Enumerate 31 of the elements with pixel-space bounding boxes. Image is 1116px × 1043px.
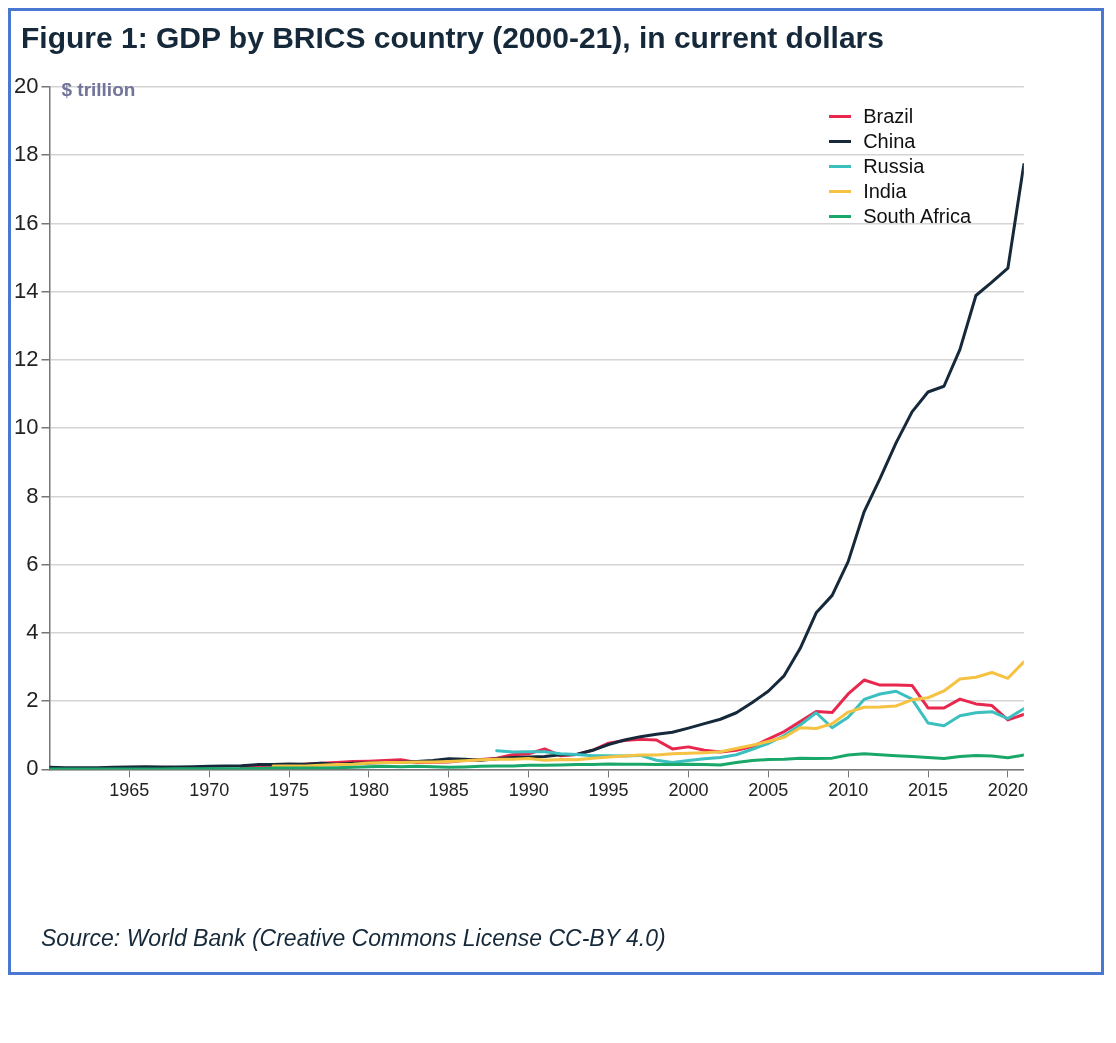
x-tick-label: 1995 <box>588 780 629 801</box>
x-tick-label: 1985 <box>428 780 469 801</box>
y-tick-label: 18 <box>13 141 39 167</box>
x-tick-label: 2020 <box>987 780 1028 801</box>
x-tick-label: 2015 <box>907 780 949 801</box>
legend-label: China <box>863 130 916 153</box>
source-note: Source: World Bank (Creative Commons License CC-BY 4.0) <box>40 924 667 952</box>
y-tick-label: 12 <box>13 346 39 372</box>
y-tick-label: 2 <box>26 687 39 713</box>
x-tick-label: 2000 <box>668 780 709 801</box>
x-tick-label: 1970 <box>189 780 230 801</box>
y-tick-label: 4 <box>26 618 39 644</box>
y-tick-label: 20 <box>13 73 39 99</box>
x-tick-label: 2010 <box>828 780 869 801</box>
x-tick-label: 1990 <box>508 780 549 801</box>
x-tick-label: 1980 <box>348 780 389 801</box>
x-tick-label: 2005 <box>748 780 789 801</box>
y-tick-label: 8 <box>26 482 39 508</box>
x-tick-label: 1975 <box>269 780 310 801</box>
chart-title: Figure 1: GDP by BRICS country (2000-21), in current dollars <box>20 20 885 55</box>
y-axis-title: $ trillion <box>61 78 136 100</box>
y-tick-label: 16 <box>13 209 39 235</box>
x-tick-label: 1965 <box>109 780 150 801</box>
legend-label: India <box>863 180 907 203</box>
y-tick-label: 10 <box>13 414 39 440</box>
y-tick-label: 14 <box>13 277 39 303</box>
y-tick-label: 6 <box>26 550 39 576</box>
y-tick-label: 0 <box>26 755 39 781</box>
legend-label: South Africa <box>863 205 971 228</box>
legend-label: Russia <box>863 155 925 178</box>
legend-label: Brazil <box>863 105 914 128</box>
